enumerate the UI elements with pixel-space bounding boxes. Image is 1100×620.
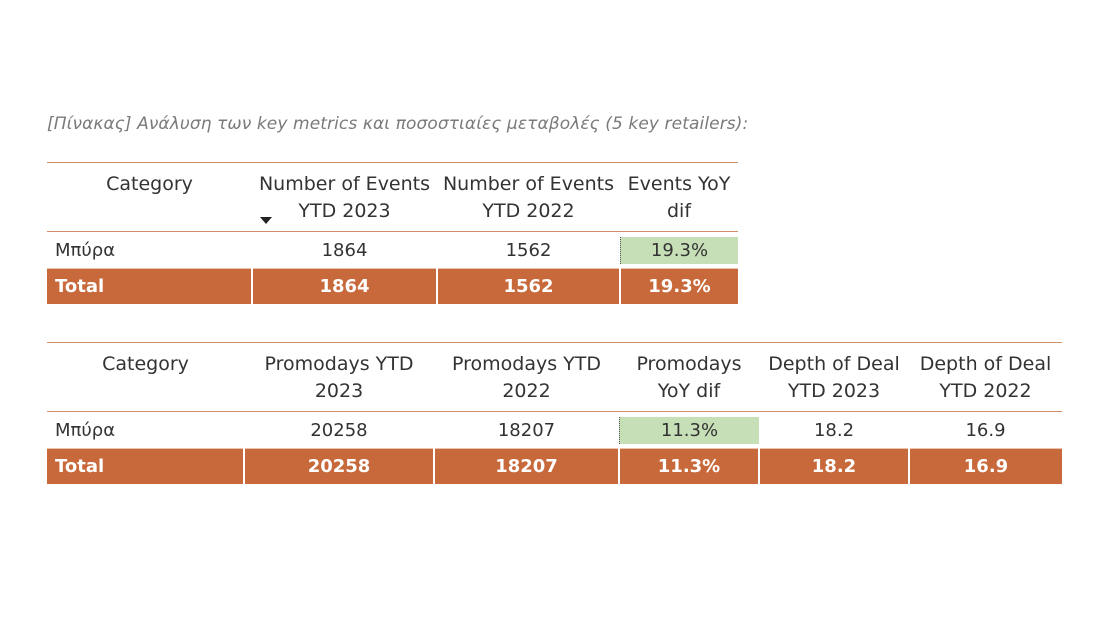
total-label: Total xyxy=(47,448,245,484)
promodays-table: Category Promodays YTD 2023 Promodays YT… xyxy=(47,342,1062,484)
column-header-promodays-2023[interactable]: Promodays YTD 2023 xyxy=(244,342,434,412)
column-header-events-2023[interactable]: Number of Events YTD 2023 xyxy=(252,162,437,232)
total-promodays-2022: 18207 xyxy=(434,448,620,484)
sort-descending-icon[interactable] xyxy=(260,217,272,224)
total-depth-2023: 18.2 xyxy=(759,448,910,484)
column-header-label: Number of Events YTD 2023 xyxy=(258,173,431,222)
column-header-depth-2022[interactable]: Depth of Deal YTD 2022 xyxy=(909,342,1062,412)
total-depth-2022: 16.9 xyxy=(909,448,1062,484)
promodays-2022-cell: 18207 xyxy=(434,411,619,449)
events-2022-cell: 1562 xyxy=(437,231,620,269)
depth-2022-cell: 16.9 xyxy=(909,411,1062,449)
column-header-promodays-2022[interactable]: Promodays YTD 2022 xyxy=(434,342,619,412)
events-yoy-cell: 19.3% xyxy=(620,231,738,269)
header-row: Category Number of Events YTD 2023 Numbe… xyxy=(47,162,738,232)
category-cell: Μπύρα xyxy=(47,411,244,449)
table-row: Μπύρα 20258 18207 11.3% 18.2 16.9 xyxy=(47,411,1062,449)
column-header-events-2022[interactable]: Number of Events YTD 2022 xyxy=(437,162,620,232)
total-events-2022: 1562 xyxy=(437,268,621,304)
total-events-2023: 1864 xyxy=(252,268,438,304)
column-header-category[interactable]: Category xyxy=(47,342,244,412)
category-cell: Μπύρα xyxy=(47,231,252,269)
total-row: Total 1864 1562 19.3% xyxy=(47,268,738,304)
highlighted-value: 19.3% xyxy=(620,236,738,264)
events-table: Category Number of Events YTD 2023 Numbe… xyxy=(47,162,738,304)
total-label: Total xyxy=(47,268,253,304)
column-header-category[interactable]: Category xyxy=(47,162,252,232)
promodays-yoy-cell: 11.3% xyxy=(619,411,759,449)
total-row: Total 20258 18207 11.3% 18.2 16.9 xyxy=(47,448,1062,484)
total-promodays-2023: 20258 xyxy=(244,448,435,484)
events-2023-cell: 1864 xyxy=(252,231,437,269)
column-header-events-yoy[interactable]: Events YoY dif xyxy=(620,162,738,232)
table-caption: [Πίνακας] Ανάλυση των key metrics και πο… xyxy=(47,114,749,134)
column-header-depth-2023[interactable]: Depth of Deal YTD 2023 xyxy=(759,342,909,412)
depth-2023-cell: 18.2 xyxy=(759,411,909,449)
total-promodays-yoy: 11.3% xyxy=(619,448,760,484)
header-row: Category Promodays YTD 2023 Promodays YT… xyxy=(47,342,1062,412)
table-row: Μπύρα 1864 1562 19.3% xyxy=(47,231,738,269)
promodays-2023-cell: 20258 xyxy=(244,411,434,449)
total-events-yoy: 19.3% xyxy=(620,268,738,304)
highlighted-value: 11.3% xyxy=(619,416,759,444)
column-header-promodays-yoy[interactable]: Promodays YoY dif xyxy=(619,342,759,412)
